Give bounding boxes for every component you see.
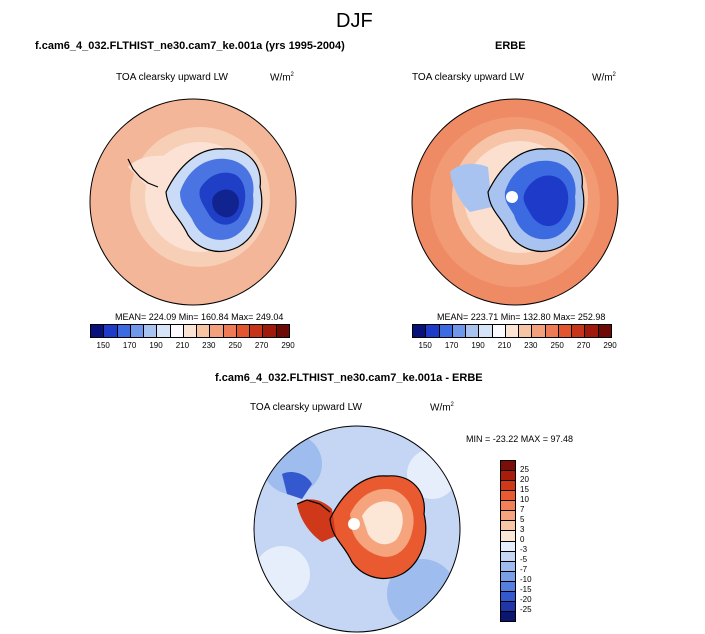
diff-colorbar-label: 15	[520, 485, 529, 494]
obs-colorbar-swatch	[585, 325, 599, 337]
model-colorbar-label: 190	[149, 341, 163, 350]
model-polar-map	[89, 98, 297, 306]
diff-polar-map	[253, 425, 461, 633]
model-colorbar-label: 230	[202, 341, 216, 350]
obs-coastline	[487, 148, 585, 252]
diff-colorbar-swatch	[501, 531, 515, 542]
obs-colorbar-swatch	[558, 325, 573, 337]
obs-polar-map	[411, 98, 619, 306]
obs-colorbar-swatch	[466, 325, 480, 337]
diff-case-title: f.cam6_4_032.FLTHIST_ne30.cam7_ke.001a -…	[215, 372, 483, 384]
diff-colorbar-label: 10	[520, 495, 529, 504]
model-colorbar-swatch	[157, 325, 171, 337]
diff-colorbar-swatch	[501, 501, 515, 512]
diff-colorbar-label: 7	[520, 505, 525, 514]
diff-colorbar-label: 0	[520, 535, 525, 544]
obs-colorbar-label: 210	[497, 341, 512, 350]
obs-colorbar-label: 250	[550, 341, 564, 350]
obs-colorbar-swatch	[505, 325, 520, 337]
obs-colorbar-label: 150	[418, 341, 432, 350]
obs-colorbar-swatch	[452, 325, 467, 337]
diff-colorbar-label: 25	[520, 465, 529, 474]
diff-colorbar-swatch	[501, 461, 515, 472]
diff-colorbar-swatch	[501, 471, 515, 482]
obs-colorbar-label: 270	[576, 341, 591, 350]
obs-colorbar-label: 230	[524, 341, 538, 350]
diff-variable-label: TOA clearsky upward LW	[250, 402, 362, 413]
diff-colorbar	[500, 460, 516, 622]
diff-colorbar-label: -10	[520, 575, 532, 584]
model-colorbar-swatch	[236, 325, 251, 337]
diff-colorbar-swatch	[501, 481, 515, 492]
model-colorbar-label: 210	[175, 341, 190, 350]
diff-colorbar-swatch	[501, 601, 515, 612]
obs-colorbar-swatch	[413, 325, 427, 337]
model-case-title: f.cam6_4_032.FLTHIST_ne30.cam7_ke.001a (…	[35, 40, 345, 52]
model-units-label: W/m2	[270, 72, 294, 84]
model-colorbar-swatch	[276, 325, 289, 337]
diff-colorbar-swatch	[501, 511, 515, 522]
model-stats: MEAN= 224.09 Min= 160.84 Max= 249.04	[115, 312, 284, 322]
obs-colorbar-label: 290	[603, 341, 617, 350]
obs-colorbar-swatch	[532, 325, 546, 337]
model-variable-label: TOA clearsky upward LW	[116, 72, 228, 83]
diff-colorbar-swatch	[501, 541, 515, 552]
model-colorbar-swatch	[250, 325, 264, 337]
model-colorbar-swatch	[183, 325, 198, 337]
diff-colorbar-label: -25	[520, 605, 532, 614]
diff-colorbar-label: -20	[520, 595, 532, 604]
diff-units-label: W/m2	[430, 402, 454, 414]
diff-colorbar-swatch	[501, 551, 515, 562]
diff-colorbar-swatch	[501, 571, 515, 582]
obs-colorbar-swatch	[426, 325, 440, 337]
obs-case-title: ERBE	[495, 40, 526, 52]
model-colorbar-label: 150	[96, 341, 110, 350]
diff-colorbar-swatch	[501, 491, 515, 502]
model-colorbar-swatch	[263, 325, 277, 337]
obs-colorbar-swatch	[519, 325, 533, 337]
diff-colorbar-label: -3	[520, 545, 528, 554]
model-colorbar-swatch	[210, 325, 224, 337]
diff-colorbar-label: 5	[520, 515, 525, 524]
obs-stats: MEAN= 223.71 Min= 132.80 Max= 252.98	[437, 312, 606, 322]
model-colorbar-swatch	[104, 325, 118, 337]
obs-colorbar-swatch	[598, 325, 611, 337]
obs-colorbar-swatch	[439, 325, 453, 337]
model-colorbar-swatch	[144, 325, 158, 337]
model-colorbar-swatch	[91, 325, 105, 337]
model-colorbar-swatch	[117, 325, 131, 337]
diff-stats: MIN = -23.22 MAX = 97.48	[466, 434, 574, 444]
diff-colorbar-swatch	[501, 611, 515, 621]
diff-colorbar-swatch	[501, 581, 515, 592]
obs-colorbar-label: 190	[471, 341, 485, 350]
diff-colorbar-label: -15	[520, 585, 532, 594]
model-colorbar-label: 250	[228, 341, 242, 350]
model-colorbar-swatch	[223, 325, 237, 337]
diff-colorbar-label: -7	[520, 565, 528, 574]
diff-colorbar-swatch	[501, 591, 515, 602]
diff-coastline	[296, 475, 427, 579]
diff-colorbar-swatch	[501, 521, 515, 532]
model-colorbar-swatch	[130, 325, 145, 337]
obs-colorbar-swatch	[492, 325, 506, 337]
model-colorbar-swatch	[197, 325, 211, 337]
figure-title: DJF	[336, 10, 373, 32]
diff-colorbar-label: -5	[520, 555, 528, 564]
diff-colorbar-label: 3	[520, 525, 525, 534]
obs-units-label: W/m2	[592, 72, 616, 84]
model-colorbar-label: 170	[122, 341, 137, 350]
model-colorbar-label: 290	[281, 341, 295, 350]
diff-colorbar-swatch	[501, 561, 515, 572]
obs-colorbar-swatch	[572, 325, 586, 337]
model-colorbar-label: 270	[254, 341, 269, 350]
model-colorbar-swatch	[170, 325, 184, 337]
obs-colorbar-label: 170	[444, 341, 459, 350]
obs-colorbar-swatch	[479, 325, 493, 337]
obs-colorbar	[412, 324, 612, 338]
obs-colorbar-swatch	[545, 325, 559, 337]
obs-variable-label: TOA clearsky upward LW	[412, 72, 524, 83]
diff-colorbar-label: 20	[520, 475, 529, 484]
model-colorbar	[90, 324, 290, 338]
model-coastline	[127, 148, 263, 252]
